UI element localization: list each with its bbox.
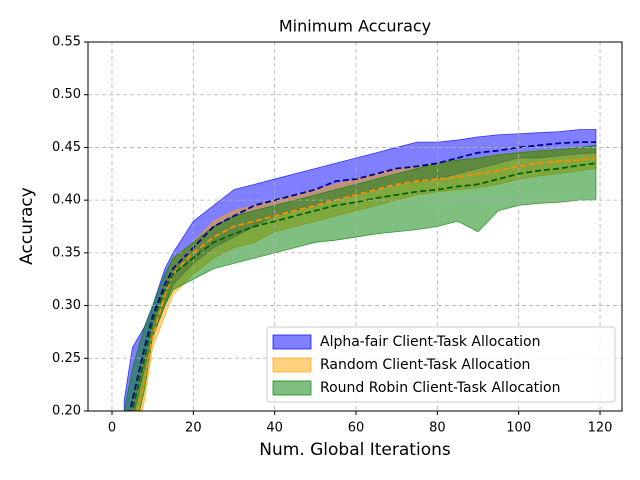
x-tick-label: 0 [108, 421, 116, 436]
y-tick-label: 0.35 [52, 245, 81, 260]
x-axis-label: Num. Global Iterations [259, 440, 451, 460]
mean-line [129, 141, 596, 411]
legend-swatch [272, 380, 312, 396]
y-tick-label: 0.30 [52, 298, 81, 313]
y-tick-label: 0.20 [52, 404, 81, 419]
legend-label: Round Robin Client-Task Allocation [320, 380, 561, 396]
y-tick-label: 0.55 [52, 35, 81, 50]
legend-label: Alpha-fair Client-Task Allocation [320, 334, 540, 350]
axes-frame [87, 41, 623, 412]
x-tick-label: 120 [588, 421, 613, 436]
legend-label: Random Client-Task Allocation [320, 357, 530, 373]
y-tick-label: 0.45 [52, 140, 81, 155]
y-tick-label: 0.25 [52, 351, 81, 366]
x-tick-label: 40 [266, 421, 283, 436]
legend-box [266, 326, 616, 403]
x-tick-label: 60 [348, 421, 365, 436]
x-tick-label: 100 [506, 421, 531, 436]
mean-line [131, 162, 597, 411]
y-axis-label: Accuracy [17, 187, 37, 265]
y-tick-label: 0.40 [52, 193, 81, 208]
y-tick-label: 0.50 [52, 87, 81, 102]
x-tick-label: 20 [185, 421, 202, 436]
x-tick-label: 80 [429, 421, 446, 436]
legend-swatch [272, 334, 312, 350]
legend-swatch [272, 357, 312, 373]
chart-title: Minimum Accuracy [279, 17, 431, 36]
